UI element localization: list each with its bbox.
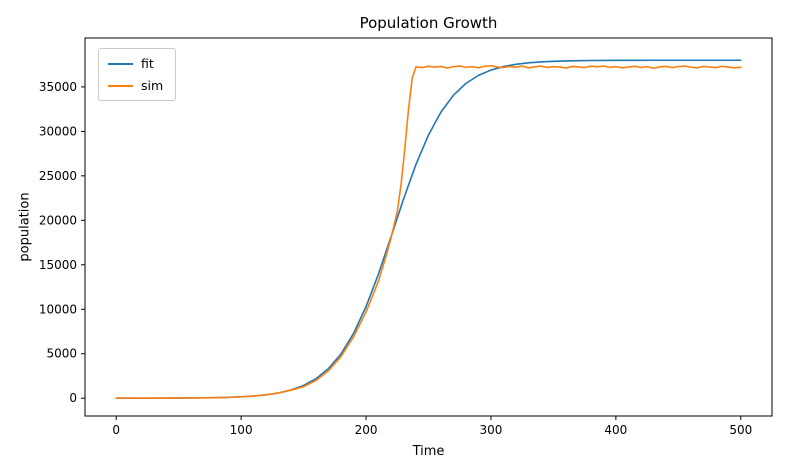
y-axis-label: population <box>17 192 33 262</box>
y-tick-label: 20000 <box>39 213 77 227</box>
x-tick-label: 500 <box>729 423 752 437</box>
y-tick-label: 10000 <box>39 302 77 316</box>
y-tick-label: 35000 <box>39 80 77 94</box>
fit-line-swatch <box>108 62 133 65</box>
y-tick-label: 5000 <box>46 347 77 361</box>
series-line-fit <box>115 59 742 399</box>
sim-line-swatch <box>108 84 133 87</box>
y-tick-label: 25000 <box>39 169 77 183</box>
plot-border <box>84 37 773 417</box>
legend-label-fit: fit <box>141 56 154 71</box>
legend: fit sim <box>98 48 177 101</box>
legend-label-sim: sim <box>141 78 164 93</box>
chart-title: Population Growth <box>359 14 498 32</box>
legend-item-sim: sim <box>108 78 163 93</box>
x-tick-label: 0 <box>112 423 120 437</box>
x-tick-label: 200 <box>355 423 378 437</box>
x-tick-label: 300 <box>480 423 503 437</box>
y-tick-label: 15000 <box>39 258 77 272</box>
x-tick-label: 400 <box>604 423 627 437</box>
y-axis: 0 5000 10000 15000 20000 25000 30000 35000 <box>39 80 85 405</box>
x-axis-label: Time <box>412 444 445 459</box>
y-tick-label: 0 <box>69 391 77 405</box>
x-tick-label: 100 <box>230 423 253 437</box>
x-axis: 0 100 200 300 400 500 <box>112 416 752 437</box>
series-line-sim <box>115 64 742 399</box>
y-tick-label: 30000 <box>39 124 77 138</box>
legend-item-fit: fit <box>108 56 163 71</box>
